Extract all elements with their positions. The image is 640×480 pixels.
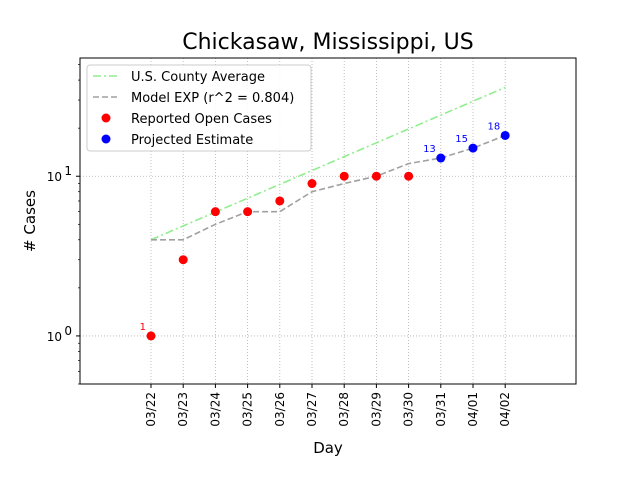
x-tick-label: 03/23	[176, 392, 190, 427]
y-tick-label: 10	[47, 170, 62, 184]
legend-label: Projected Estimate	[131, 133, 253, 148]
chart-title: Chickasaw, Mississippi, US	[182, 30, 474, 55]
data-label: 15	[455, 134, 468, 145]
x-tick-label: 04/02	[498, 392, 512, 427]
x-axis: 03/22 03/23 03/24 03/25 03/26 03/27 03/28 03/29…	[144, 384, 512, 427]
data-point	[146, 331, 156, 341]
x-tick-label: 03/22	[144, 392, 158, 427]
x-tick-label: 04/01	[466, 392, 480, 427]
legend-label: U.S. County Average	[131, 70, 265, 85]
x-tick-label: 03/28	[337, 392, 351, 427]
y-tick-label-exponent: 1	[64, 164, 72, 178]
y-tick-label-exponent: 0	[64, 324, 72, 338]
x-tick-label: 03/26	[273, 392, 287, 427]
x-axis-label: Day	[313, 439, 343, 457]
x-tick-label: 03/30	[402, 392, 416, 427]
data-point	[436, 153, 446, 163]
x-tick-label: 03/29	[369, 392, 383, 427]
data-label: 1	[140, 322, 146, 333]
data-point	[404, 171, 414, 181]
legend-marker	[101, 113, 111, 123]
data-point	[500, 130, 510, 140]
legend-marker	[101, 134, 111, 144]
legend-label: Reported Open Cases	[131, 112, 272, 127]
data-point	[307, 179, 317, 189]
legend-box	[86, 64, 312, 152]
data-point	[210, 207, 220, 217]
data-point	[275, 196, 285, 206]
data-point	[178, 255, 188, 265]
annotation-layer: 1 13 15 18	[140, 121, 501, 332]
series-layer	[146, 86, 510, 341]
y-tick-label: 10	[47, 330, 62, 344]
grid	[80, 58, 576, 384]
data-point	[339, 171, 349, 181]
data-label: 18	[487, 121, 500, 132]
data-label: 13	[423, 144, 436, 155]
y-axis-label: # Cases	[21, 190, 39, 252]
plot-frame	[79, 57, 577, 385]
x-tick-label: 03/31	[434, 392, 448, 427]
data-point	[468, 143, 478, 153]
x-tick-label: 03/27	[305, 392, 319, 427]
x-tick-label: 03/25	[241, 392, 255, 427]
legend: U.S. County Average Model EXP (r^2 = 0.80…	[86, 64, 312, 152]
data-point	[243, 207, 253, 217]
series-line	[151, 134, 506, 241]
data-point	[371, 171, 381, 181]
series-line	[150, 86, 506, 241]
x-tick-label: 03/24	[208, 392, 222, 427]
legend-label: Model EXP (r^2 = 0.804)	[131, 91, 294, 106]
